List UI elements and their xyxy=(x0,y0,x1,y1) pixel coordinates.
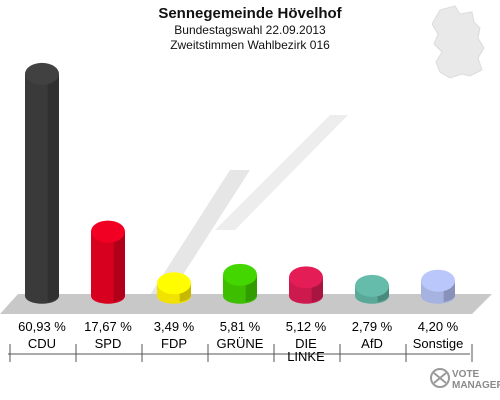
bar-spd xyxy=(91,220,125,304)
chart-subtitle-date: Bundestagswahl 22.09.2013 xyxy=(174,23,326,37)
category-label-cdu: CDU xyxy=(28,336,56,351)
value-label-spd: 17,67 % xyxy=(84,319,132,334)
bar-afd xyxy=(355,274,389,304)
bars-group xyxy=(25,62,455,304)
value-label-fdp: 3,49 % xyxy=(154,319,195,334)
logo-text-manager: MANAGER xyxy=(452,380,500,391)
bar-top-afd xyxy=(355,274,389,297)
bar-cdu xyxy=(25,62,59,304)
chart-subtitle-district: Zweitstimmen Wahlbezirk 016 xyxy=(170,38,330,52)
value-label-grüne: 5,81 % xyxy=(220,319,261,334)
logo-text-vote: VOTE xyxy=(452,369,480,380)
bar-sonstige xyxy=(421,269,455,304)
value-label-die-linke: 5,12 % xyxy=(286,319,327,334)
value-label-cdu: 60,93 % xyxy=(18,319,66,334)
watermark-check-shape-2 xyxy=(215,115,348,230)
vote-manager-logo: VOTE MANAGER xyxy=(430,368,500,391)
bar-top-spd xyxy=(91,220,125,243)
labels-group: 60,93 % CDU 17,67 % SPD 3,49 % FDP 5,81 % GRÜNE… xyxy=(9,319,473,364)
bar-top-cdu xyxy=(25,62,59,85)
category-label-spd: SPD xyxy=(95,336,122,351)
bar-grüne xyxy=(223,263,257,304)
germany-map-icon xyxy=(431,5,485,79)
category-label-sonstige: Sonstige xyxy=(413,336,464,351)
value-label-afd: 2,79 % xyxy=(352,319,393,334)
bar-top-fdp xyxy=(157,272,191,295)
category-label-fdp: FDP xyxy=(161,336,187,351)
bar-shade-cdu xyxy=(47,73,59,302)
bar-shade-spd xyxy=(113,231,125,302)
watermark-check-shape xyxy=(150,170,250,295)
category-label-die-linke: DIE LINKE xyxy=(287,336,325,364)
category-label-afd: AfD xyxy=(361,336,383,351)
category-label-grüne: GRÜNE xyxy=(217,336,264,351)
bar-top-die-linke xyxy=(289,266,323,289)
bar-die-linke xyxy=(289,266,323,304)
bar-top-grüne xyxy=(223,263,257,286)
chart-title: Sennegemeinde Hövelhof xyxy=(158,5,342,22)
bar-fdp xyxy=(157,272,191,304)
value-label-sonstige: 4,20 % xyxy=(418,319,459,334)
bar-top-sonstige xyxy=(421,269,455,292)
